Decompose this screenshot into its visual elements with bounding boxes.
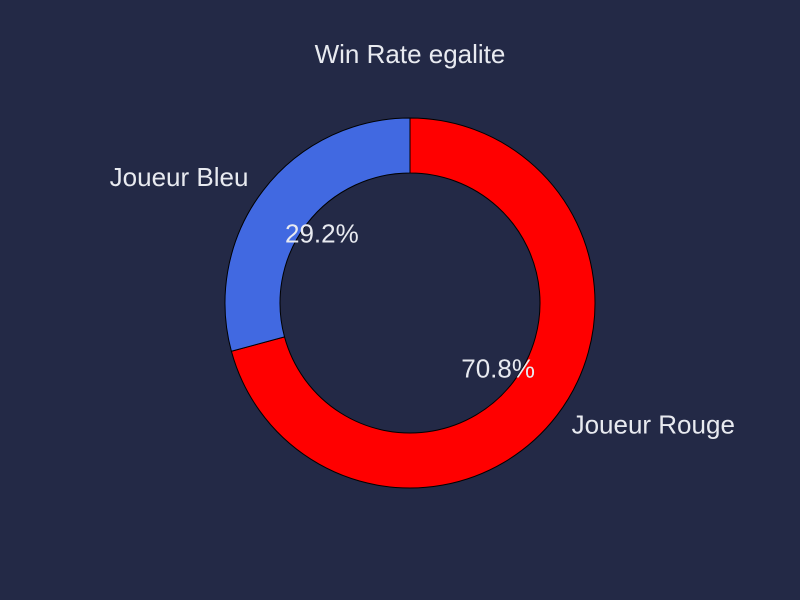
slices-layer (224, 117, 596, 489)
slice-pct-label-joueur-bleu: 29.2% (285, 218, 359, 248)
slice-joueur-rouge (230, 117, 596, 489)
slice-label-joueur-rouge: Joueur Rouge (572, 410, 735, 440)
slice-pct-label-joueur-rouge: 70.8% (461, 353, 535, 383)
chart-title: Win Rate egalite (315, 39, 506, 69)
slice-label-joueur-bleu: Joueur Bleu (110, 162, 249, 192)
slice-joueur-bleu (224, 117, 411, 352)
labels-layer: Joueur Rouge 70.8% Joueur Bleu 29.2% (110, 162, 735, 439)
